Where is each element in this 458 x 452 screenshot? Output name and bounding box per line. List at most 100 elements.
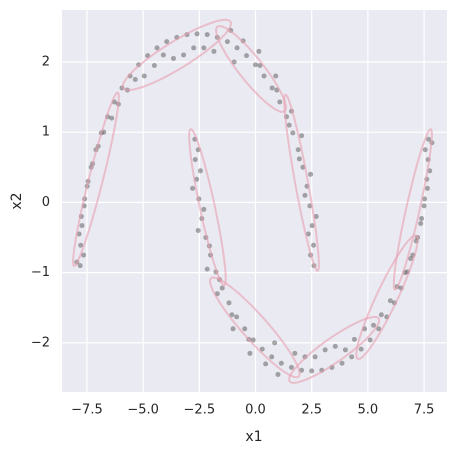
point	[191, 45, 197, 51]
point	[141, 73, 147, 79]
point	[109, 115, 115, 121]
x-tick-label: 7.5	[414, 403, 435, 418]
point	[332, 343, 338, 349]
point	[424, 185, 430, 191]
x-tick-label: 0.0	[245, 403, 266, 418]
point	[247, 350, 253, 356]
x-tick-label: −7.5	[71, 403, 103, 418]
ellipse	[215, 25, 287, 113]
ellipse	[188, 128, 227, 287]
point	[378, 312, 384, 318]
point	[349, 354, 355, 360]
point	[421, 203, 427, 209]
y-tick-label: −2	[31, 335, 50, 350]
point	[257, 62, 263, 68]
point	[253, 62, 259, 68]
point	[273, 73, 279, 79]
point	[308, 171, 314, 177]
point	[192, 157, 198, 163]
point	[170, 55, 176, 61]
point	[79, 223, 85, 229]
x-tick-label: −5.0	[127, 403, 159, 418]
point	[312, 354, 318, 360]
point	[204, 32, 210, 38]
point	[275, 371, 281, 377]
y-tick-label: 1	[42, 125, 50, 140]
y-axis-label: x2	[9, 192, 25, 209]
y-tick-label: 0	[42, 195, 50, 210]
point	[418, 220, 424, 226]
point	[132, 77, 138, 83]
point	[422, 147, 428, 153]
point	[367, 337, 373, 343]
point	[234, 314, 240, 320]
point	[242, 326, 248, 332]
point	[419, 216, 425, 222]
point	[181, 52, 187, 58]
y-tick-label: 2	[42, 54, 50, 69]
point	[322, 347, 328, 353]
point	[302, 192, 308, 198]
y-tick-label: −1	[31, 265, 50, 280]
point	[272, 340, 278, 346]
x-tick-label: −2.5	[184, 403, 216, 418]
point	[77, 263, 83, 269]
point	[230, 326, 236, 332]
ellipse	[72, 91, 120, 267]
point	[261, 73, 267, 79]
point	[351, 336, 357, 342]
point	[313, 213, 319, 219]
point	[154, 45, 160, 51]
point	[190, 185, 196, 191]
point	[204, 266, 210, 272]
point	[376, 326, 382, 332]
point	[371, 322, 377, 328]
point	[342, 347, 348, 353]
point	[310, 242, 316, 248]
point	[277, 99, 283, 105]
point	[256, 48, 262, 54]
point	[305, 231, 311, 237]
x-tick-label: 2.5	[301, 403, 322, 418]
point	[160, 52, 166, 58]
point	[292, 350, 298, 356]
point	[81, 252, 87, 258]
point	[290, 130, 296, 136]
point	[229, 312, 235, 318]
point	[309, 368, 315, 374]
ellipse	[209, 276, 301, 379]
point	[309, 223, 315, 229]
point	[426, 136, 432, 142]
point	[387, 298, 393, 304]
point	[164, 39, 170, 45]
point	[201, 206, 207, 212]
point	[211, 48, 217, 54]
point	[295, 147, 301, 153]
ellipse	[283, 93, 320, 272]
point	[195, 227, 201, 233]
point	[219, 285, 225, 291]
point	[278, 360, 284, 366]
point	[299, 133, 305, 139]
point	[151, 62, 157, 68]
point	[197, 168, 203, 174]
point	[286, 122, 292, 128]
point	[422, 196, 428, 202]
point	[259, 346, 265, 352]
point	[234, 45, 240, 51]
point	[226, 300, 232, 306]
ellipse	[121, 18, 233, 92]
point	[269, 85, 275, 91]
point	[224, 39, 230, 45]
plot-area	[62, 10, 447, 392]
point	[269, 354, 275, 360]
point	[194, 31, 200, 37]
ellipse	[355, 234, 419, 361]
point	[263, 361, 269, 367]
point	[78, 242, 84, 248]
point	[250, 337, 256, 343]
point	[358, 346, 364, 352]
x-axis-label: x1	[245, 429, 262, 445]
ellipse	[392, 128, 433, 291]
point	[244, 53, 250, 59]
